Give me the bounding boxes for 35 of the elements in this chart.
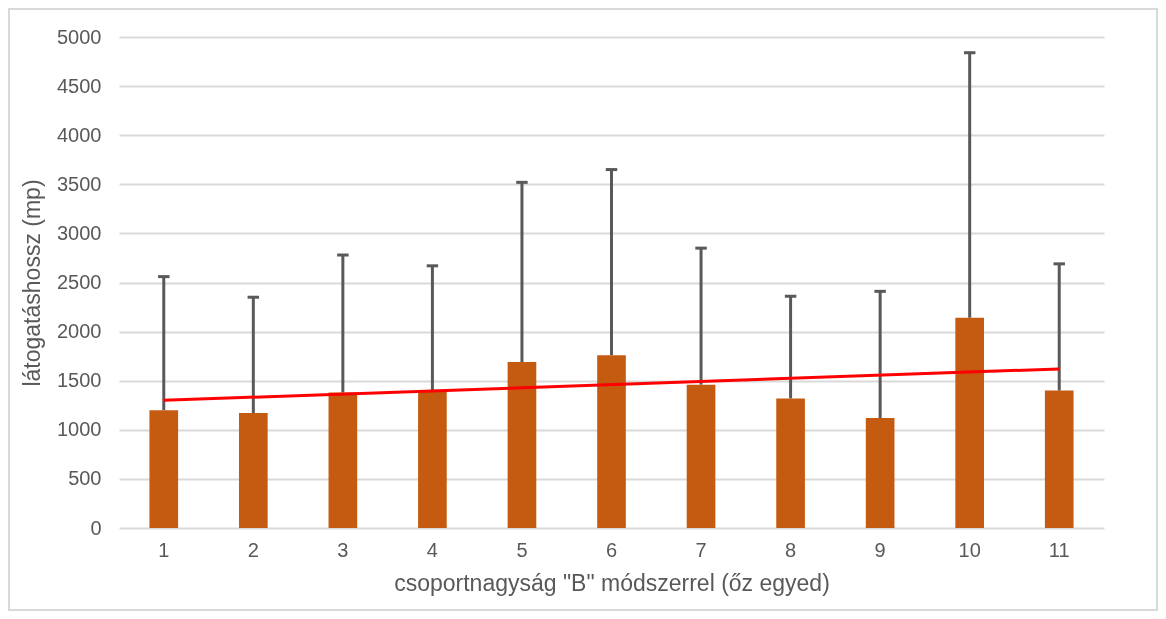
x-tick-label: 3 (337, 538, 349, 561)
y-tick-label: 4000 (57, 123, 102, 146)
x-tick-label: 5 (516, 538, 528, 561)
y-tick-label: 500 (68, 467, 102, 490)
bar (955, 317, 985, 528)
x-axis-title: csoportnagyság "B" módszerrel (őz egyed) (394, 569, 830, 596)
bar (507, 362, 537, 528)
bar (238, 413, 268, 528)
bar (1044, 390, 1074, 528)
bar (597, 355, 626, 528)
bar (686, 384, 716, 528)
x-tick-label: 8 (785, 538, 797, 561)
y-tick-label: 1000 (57, 418, 102, 441)
y-tick-label: 5000 (57, 25, 102, 48)
y-tick-label: 1500 (57, 369, 102, 392)
x-tick-label: 1 (158, 538, 170, 561)
x-tick-label: 11 (1048, 538, 1070, 561)
bar (418, 390, 447, 528)
y-tick-label: 2500 (57, 271, 102, 293)
y-tick-label: 3000 (57, 221, 102, 244)
x-tick-label: 9 (874, 538, 886, 561)
y-tick-label: 3500 (57, 172, 102, 195)
bar (865, 418, 895, 528)
y-tick-label: 2000 (57, 320, 102, 343)
bar (149, 410, 179, 528)
y-axis-title: látogatáshossz (mp) (19, 179, 46, 387)
bar (328, 392, 358, 528)
x-tick-label: 2 (247, 538, 259, 561)
x-tick-label: 6 (605, 538, 618, 561)
y-tick-label: 0 (90, 516, 102, 539)
x-tick-label: 10 (958, 538, 981, 561)
y-tick-label: 4500 (57, 74, 102, 97)
x-tick-label: 7 (695, 538, 707, 561)
bar (776, 398, 805, 528)
x-tick-label: 4 (426, 538, 438, 561)
